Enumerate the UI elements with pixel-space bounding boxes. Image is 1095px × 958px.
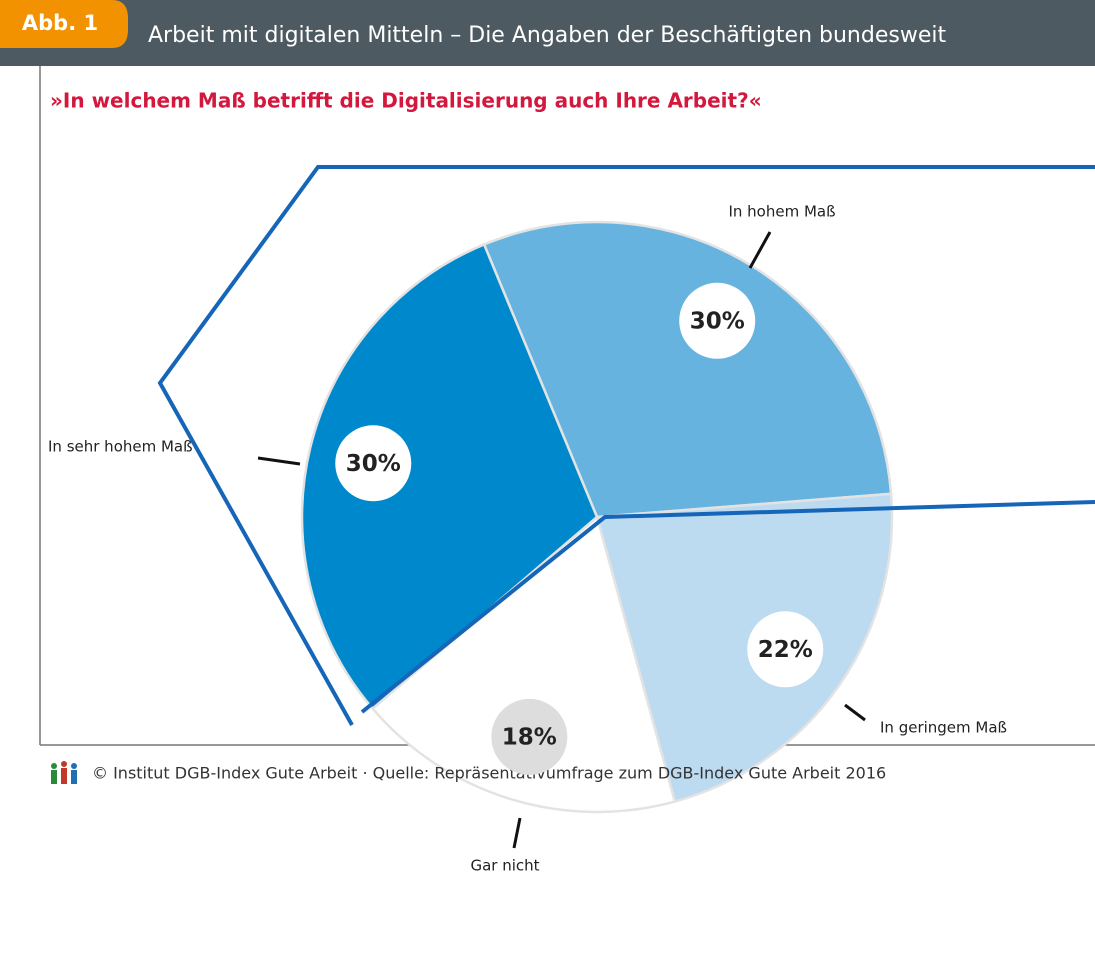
- pie-slice: [370, 514, 677, 814]
- category-label: In sehr hohem Maß: [48, 438, 193, 456]
- value-badge: [491, 698, 568, 775]
- chart-subtitle: »In welchem Maß betrifft die Digitalisie…: [50, 89, 762, 113]
- leader-line: [844, 703, 866, 722]
- annotation-outline: [360, 500, 1095, 714]
- header-bar: [0, 0, 1095, 66]
- value-label: 22%: [758, 637, 813, 663]
- leader-line: [257, 456, 301, 466]
- leader-line: [748, 231, 772, 269]
- value-label: 30%: [690, 308, 745, 334]
- figure-label: Abb. 1: [22, 11, 98, 35]
- value-badge: [747, 611, 824, 688]
- value-badge: [679, 282, 756, 359]
- source-note: © Institut DGB-Index Gute Arbeit · Quell…: [92, 764, 886, 783]
- category-label: In geringem Maß: [880, 719, 1007, 737]
- annotation-outline: [157, 165, 1095, 726]
- pie-slice: [595, 492, 894, 804]
- pie-slice: [300, 242, 599, 711]
- footer-logo: [51, 761, 77, 784]
- category-label: Gar nicht: [470, 857, 539, 875]
- pie: [300, 220, 894, 814]
- category-label: In hohem Maß: [728, 203, 835, 221]
- value-label: 18%: [502, 724, 557, 750]
- value-badge: [335, 425, 412, 502]
- leader-line: [512, 817, 522, 849]
- chart-title: Arbeit mit digitalen Mitteln – Die Angab…: [148, 23, 946, 48]
- figure-tab: [0, 0, 128, 48]
- value-label: 30%: [346, 451, 401, 477]
